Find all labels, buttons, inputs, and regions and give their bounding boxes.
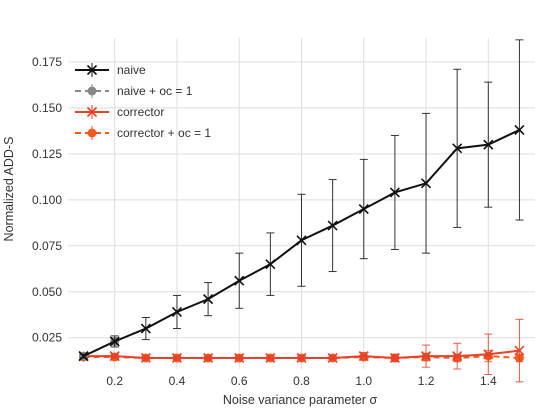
legend-item: corrector + oc = 1 <box>75 126 211 140</box>
x-tick-label: 0.6 <box>231 374 248 388</box>
data-point <box>296 352 307 364</box>
data-point <box>171 352 183 364</box>
y-tick-label: 0.100 <box>32 193 62 207</box>
data-point <box>265 352 276 364</box>
data-point <box>171 306 183 318</box>
legend-marker <box>86 64 98 76</box>
legend: naive naive + oc = 1 corrector corrector + … <box>75 63 211 140</box>
legend-label: naive <box>117 63 146 77</box>
data-point <box>109 351 120 362</box>
x-tick-label: 1.0 <box>355 374 372 388</box>
data-point <box>452 143 463 154</box>
x-axis-label: Noise variance parameter σ <box>223 393 378 407</box>
legend-marker <box>87 86 97 96</box>
data-point <box>327 352 338 364</box>
data-point <box>327 220 338 231</box>
legend-marker <box>87 128 97 138</box>
legend-label: corrector <box>117 105 164 119</box>
legend-item: naive + oc = 1 <box>75 84 193 98</box>
data-point <box>452 351 463 362</box>
data-point <box>389 352 400 364</box>
y-tick-label: 0.175 <box>32 55 62 69</box>
series-layer <box>78 39 525 383</box>
data-point <box>140 323 151 334</box>
x-tick-label: 0.4 <box>169 374 186 388</box>
legend-item: naive <box>75 63 146 77</box>
legend-label: corrector + oc = 1 <box>117 126 211 140</box>
legend-marker <box>86 106 98 118</box>
x-tick-label: 1.4 <box>480 374 497 388</box>
y-tick-label: 0.125 <box>32 147 62 161</box>
data-point <box>296 235 307 246</box>
data-point <box>109 336 120 347</box>
data-point <box>389 187 400 198</box>
tick-labels: 0.2 0.4 0.6 0.8 1.0 1.2 1.4 0.025 0.050 0.075 0.10… <box>32 55 497 388</box>
data-point <box>483 139 494 150</box>
data-point <box>203 352 214 364</box>
data-point <box>420 178 432 189</box>
data-point <box>234 352 245 364</box>
data-point <box>234 275 245 286</box>
data-point <box>514 345 525 356</box>
y-tick-label: 0.150 <box>32 101 62 115</box>
data-point <box>358 351 369 362</box>
data-point <box>203 294 214 305</box>
data-point <box>78 351 89 362</box>
x-tick-label: 1.2 <box>418 374 435 388</box>
data-point <box>420 351 432 362</box>
series-corrector <box>78 318 525 383</box>
legend-label: naive + oc = 1 <box>117 84 193 98</box>
y-tick-label: 0.050 <box>32 285 62 299</box>
x-tick-label: 0.2 <box>106 374 123 388</box>
x-tick-label: 0.8 <box>293 374 310 388</box>
legend-item: corrector <box>75 105 164 119</box>
data-point <box>140 352 151 364</box>
data-point <box>483 349 494 360</box>
data-point <box>514 124 525 136</box>
data-point <box>358 203 369 215</box>
y-axis-label: Normalized ADD-S <box>2 137 16 242</box>
series-naive <box>78 39 525 362</box>
data-point <box>265 259 276 270</box>
y-tick-label: 0.025 <box>32 331 62 345</box>
y-tick-label: 0.075 <box>32 239 62 253</box>
